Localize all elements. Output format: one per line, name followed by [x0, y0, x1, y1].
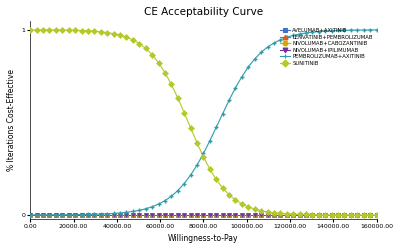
AVELUMAB+AXITINIB: [374, 214, 379, 216]
Title: CE Acceptability Curve: CE Acceptability Curve: [144, 7, 263, 17]
PEMBROLIZUMAB+AXITINIB: [368, 28, 372, 32]
NIVOLUMAB+CABOZANTINIB: [336, 214, 340, 216]
AVELUMAB+AXITINIB: [92, 214, 97, 216]
SUNITINIB: [28, 28, 33, 31]
NIVOLUMAB+CABOZANTINIB: [66, 214, 71, 216]
SUNITINIB: [66, 29, 71, 32]
Y-axis label: % Iterations Cost-Effective: % Iterations Cost-Effective: [7, 68, 16, 170]
PEMBROLIZUMAB+AXITINIB: [111, 212, 116, 215]
LENVATINIB+PEMBROLIZUMAB: [111, 214, 116, 216]
NIVOLUMAB+IPILIMUMAB: [374, 214, 379, 216]
SUNITINIB: [374, 214, 379, 216]
LENVATINIB+PEMBROLIZUMAB: [368, 214, 372, 216]
SUNITINIB: [156, 61, 161, 64]
AVELUMAB+AXITINIB: [368, 214, 372, 216]
AVELUMAB+AXITINIB: [111, 214, 116, 216]
NIVOLUMAB+IPILIMUMAB: [92, 214, 97, 216]
NIVOLUMAB+CABOZANTINIB: [111, 214, 116, 216]
AVELUMAB+AXITINIB: [336, 214, 340, 216]
SUNITINIB: [111, 32, 116, 35]
NIVOLUMAB+IPILIMUMAB: [336, 214, 340, 216]
PEMBROLIZUMAB+AXITINIB: [336, 29, 340, 32]
PEMBROLIZUMAB+AXITINIB: [374, 28, 379, 32]
NIVOLUMAB+CABOZANTINIB: [92, 214, 97, 216]
NIVOLUMAB+IPILIMUMAB: [156, 214, 161, 216]
AVELUMAB+AXITINIB: [66, 214, 71, 216]
LENVATINIB+PEMBROLIZUMAB: [66, 214, 71, 216]
PEMBROLIZUMAB+AXITINIB: [92, 213, 97, 216]
Line: NIVOLUMAB+IPILIMUMAB: NIVOLUMAB+IPILIMUMAB: [28, 213, 378, 217]
SUNITINIB: [336, 213, 340, 216]
Legend: AVELUMAB+AXITINIB, LENVATINIB+PEMBROLIZUMAB, NIVOLUMAB+CABOZANTINIB, NIVOLUMAB+I: AVELUMAB+AXITINIB, LENVATINIB+PEMBROLIZU…: [279, 27, 374, 67]
LENVATINIB+PEMBROLIZUMAB: [374, 214, 379, 216]
NIVOLUMAB+CABOZANTINIB: [156, 214, 161, 216]
SUNITINIB: [92, 30, 97, 33]
PEMBROLIZUMAB+AXITINIB: [28, 214, 33, 216]
AVELUMAB+AXITINIB: [28, 214, 33, 216]
X-axis label: Willingness-to-Pay: Willingness-to-Pay: [168, 234, 239, 243]
AVELUMAB+AXITINIB: [156, 214, 161, 216]
NIVOLUMAB+IPILIMUMAB: [28, 214, 33, 216]
NIVOLUMAB+CABOZANTINIB: [28, 214, 33, 216]
LENVATINIB+PEMBROLIZUMAB: [156, 214, 161, 216]
NIVOLUMAB+IPILIMUMAB: [111, 214, 116, 216]
NIVOLUMAB+CABOZANTINIB: [374, 214, 379, 216]
NIVOLUMAB+IPILIMUMAB: [66, 214, 71, 216]
Line: PEMBROLIZUMAB+AXITINIB: PEMBROLIZUMAB+AXITINIB: [28, 28, 379, 217]
LENVATINIB+PEMBROLIZUMAB: [336, 214, 340, 216]
Line: SUNITINIB: SUNITINIB: [28, 28, 379, 217]
Line: AVELUMAB+AXITINIB: AVELUMAB+AXITINIB: [28, 213, 378, 217]
NIVOLUMAB+IPILIMUMAB: [368, 214, 372, 216]
LENVATINIB+PEMBROLIZUMAB: [92, 214, 97, 216]
PEMBROLIZUMAB+AXITINIB: [156, 202, 161, 205]
SUNITINIB: [368, 214, 372, 216]
LENVATINIB+PEMBROLIZUMAB: [28, 214, 33, 216]
PEMBROLIZUMAB+AXITINIB: [66, 213, 71, 216]
Line: NIVOLUMAB+CABOZANTINIB: NIVOLUMAB+CABOZANTINIB: [28, 213, 378, 217]
NIVOLUMAB+CABOZANTINIB: [368, 214, 372, 216]
Line: LENVATINIB+PEMBROLIZUMAB: LENVATINIB+PEMBROLIZUMAB: [28, 213, 378, 217]
